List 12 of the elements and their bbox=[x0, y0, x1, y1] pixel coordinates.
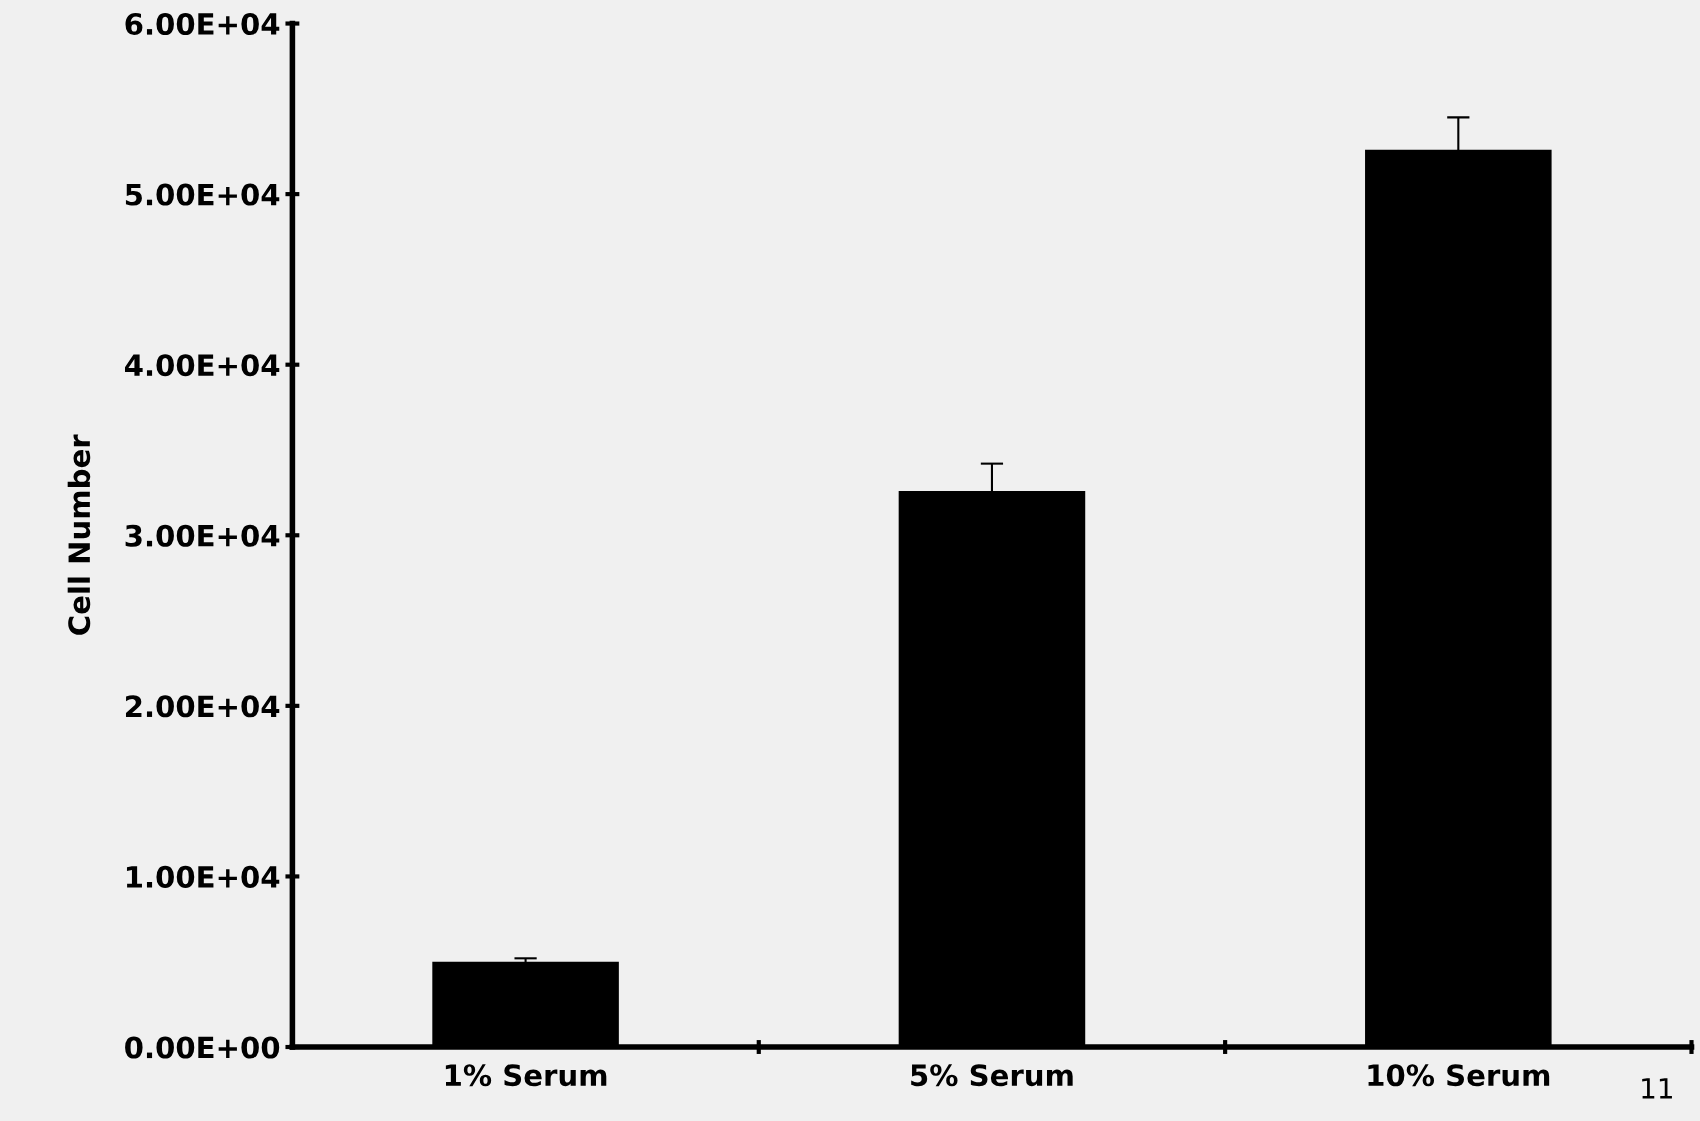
x-tick-label: 1% Serum bbox=[445, 1064, 607, 1087]
x-tick-label: 5% Serum bbox=[911, 1064, 1073, 1087]
x-tick-label: 10% Serum bbox=[1368, 1064, 1550, 1087]
text: 11 bbox=[1642, 1078, 1672, 1099]
y-tick-label: 6.00E+04 bbox=[125, 12, 280, 36]
y-tick-label: 4.00E+04 bbox=[124, 354, 280, 377]
y-tick-label: 0.00E+00 bbox=[125, 1036, 280, 1059]
y-axis-title: Cell Number bbox=[67, 434, 91, 635]
y-tick-label: 1.00E+04 bbox=[126, 865, 280, 888]
y-tick-label: 2.00E+04 bbox=[125, 695, 280, 718]
y-tick-label: 5.00E+04 bbox=[125, 183, 280, 206]
y-tick-label: 3.00E+04 bbox=[125, 524, 280, 547]
